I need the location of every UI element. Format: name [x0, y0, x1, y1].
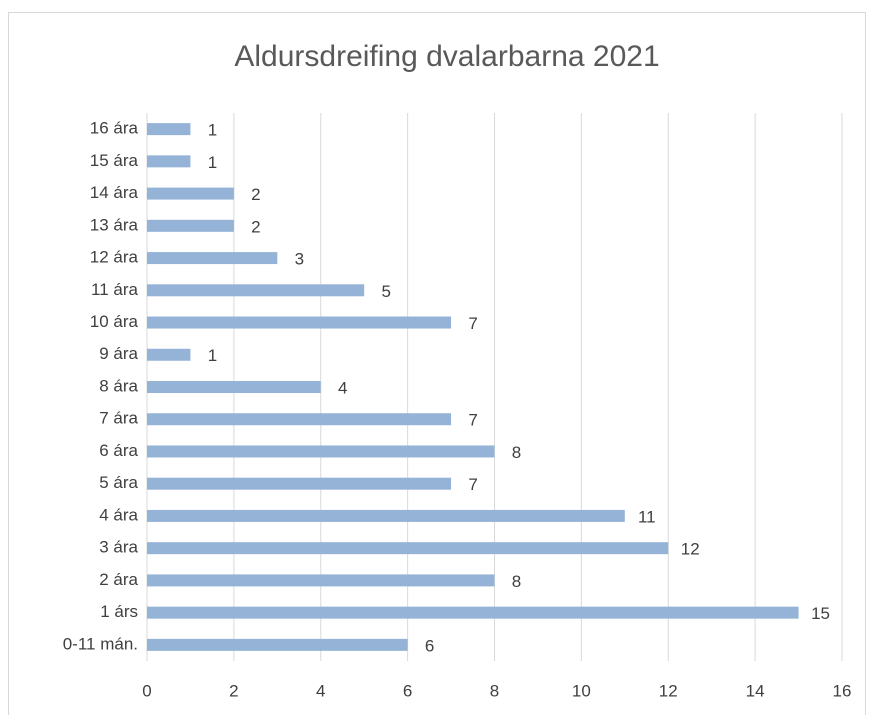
bar	[147, 606, 799, 619]
data-label: 4	[338, 378, 347, 397]
data-label: 2	[251, 185, 260, 204]
x-tick-label: 6	[403, 681, 412, 700]
bar	[147, 445, 495, 458]
data-label: 1	[208, 121, 217, 140]
data-label: 8	[512, 443, 521, 462]
data-label: 7	[468, 314, 477, 333]
bar	[147, 123, 191, 136]
data-label: 11	[638, 507, 656, 526]
y-tick-label: 4 ára	[99, 505, 138, 524]
bar	[147, 638, 408, 651]
data-label: 2	[251, 217, 260, 236]
y-tick-label: 1 árs	[100, 602, 138, 621]
x-tick-label: 8	[490, 681, 499, 700]
bar	[147, 316, 452, 329]
x-tick-label: 14	[746, 681, 765, 700]
y-tick-label: 8 ára	[99, 376, 138, 395]
bar	[147, 574, 495, 587]
data-label: 6	[425, 636, 434, 655]
y-tick-label: 10 ára	[90, 312, 139, 331]
bar	[147, 477, 452, 490]
y-tick-label: 9 ára	[99, 344, 138, 363]
bar	[147, 509, 625, 522]
data-label: 7	[468, 475, 477, 494]
x-tick-label: 10	[572, 681, 591, 700]
x-tick-label: 0	[142, 681, 151, 700]
chart-title: Aldursdreifing dvalarbarna 2021	[234, 40, 659, 73]
bar	[147, 413, 452, 426]
data-label: 1	[208, 346, 217, 365]
bar	[147, 219, 234, 232]
y-tick-label: 13 ára	[90, 215, 139, 234]
bar	[147, 542, 669, 555]
y-tick-label: 5 ára	[99, 473, 138, 492]
y-tick-label: 7 ára	[99, 409, 138, 428]
data-label: 3	[295, 250, 304, 269]
y-tick-label: 14 ára	[90, 183, 139, 202]
bar	[147, 155, 191, 168]
y-tick-label: 11 ára	[91, 280, 138, 299]
bar	[147, 381, 321, 393]
data-label: 1	[208, 153, 217, 172]
y-tick-label: 15 ára	[90, 151, 139, 170]
bar	[147, 252, 278, 265]
data-label: 5	[381, 282, 390, 301]
bar	[147, 284, 365, 297]
bar	[147, 187, 234, 200]
x-tick-label: 12	[659, 681, 678, 700]
data-label: 12	[681, 540, 700, 559]
y-tick-label: 3 ára	[99, 538, 138, 557]
x-tick-label: 2	[229, 681, 238, 700]
y-tick-label: 2 ára	[99, 570, 138, 589]
y-tick-label: 6 ára	[99, 441, 138, 460]
y-tick-label: 16 ára	[90, 119, 139, 138]
data-label: 7	[468, 411, 477, 430]
data-label: 15	[811, 604, 830, 623]
y-tick-label: 12 ára	[90, 248, 139, 267]
x-tick-label: 4	[316, 681, 325, 700]
x-tick-label: 16	[833, 681, 852, 700]
y-tick-label: 0-11 mán.	[63, 634, 138, 653]
bar	[147, 348, 191, 361]
data-label: 8	[512, 572, 521, 591]
